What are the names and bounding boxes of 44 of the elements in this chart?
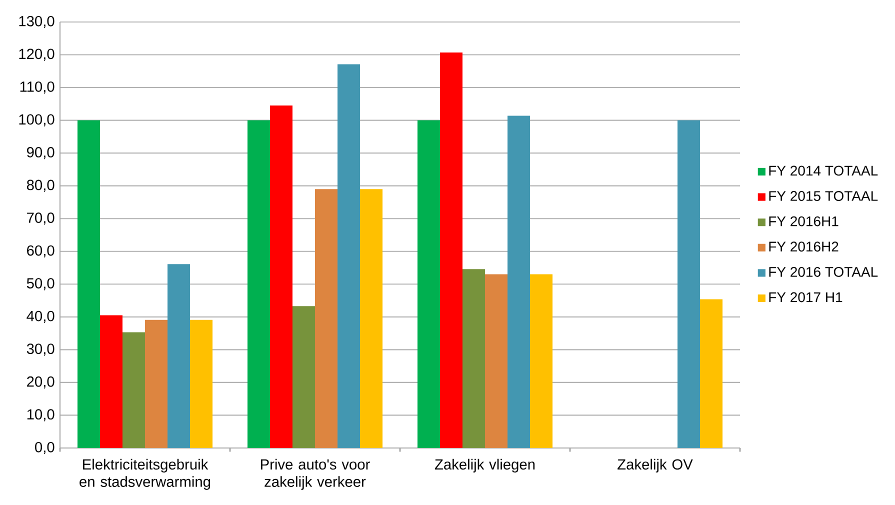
bar [440,52,462,448]
bar [247,120,270,448]
bar [77,120,100,448]
y-tick-label: 50,0 [26,278,54,290]
x-tick-label: Zakelijk vliegen [434,458,535,472]
y-tick-label: 60,0 [27,245,54,258]
bar [270,106,292,448]
bar [530,274,553,448]
bar [338,64,360,448]
legend-label: FY 2017 H1 [769,292,842,302]
legend-label: FY 2015 TOTAAL [769,191,878,201]
y-tick-label: 40,0 [26,310,54,323]
x-tick-label: Prive auto's voor zakelijk verkeer [261,458,370,490]
y-tick-label: 90,0 [27,147,54,160]
bar [145,320,168,448]
y-tick-label: 0,0 [35,442,54,454]
bar [190,320,213,448]
bar [100,315,122,448]
legend-label: FY 2016H1 [769,216,838,226]
y-tick-label: 70,0 [27,212,54,225]
y-tick-label: 80,0 [26,180,54,192]
y-tick-label: 20,0 [27,376,54,389]
bar [168,264,190,448]
bar [417,120,440,448]
y-tick-label: 30,0 [26,344,54,356]
bar [360,189,383,448]
y-tick-label: 110,0 [20,81,54,94]
y-tick-label: 100,0 [19,114,54,126]
x-tick-label: Zakelijk OV [618,458,693,472]
bar [122,332,146,448]
y-tick-label: 10,0 [27,409,54,422]
bar [700,299,723,448]
bar [315,189,338,448]
legend-label: FY 2016H2 [769,242,838,252]
x-tick-label: Elektriciteitsgebruik en stadsverwarming [80,458,210,490]
y-tick-label: 130,0 [19,16,54,28]
bar [678,120,700,448]
bar [292,306,316,448]
legend-label: FY 2016 TOTAAL [769,266,878,277]
bar [508,116,530,448]
bar [462,269,486,448]
y-tick-label: 120,0 [19,48,54,61]
legend-label: FY 2014 TOTAAL [769,166,878,176]
bar [485,274,508,448]
